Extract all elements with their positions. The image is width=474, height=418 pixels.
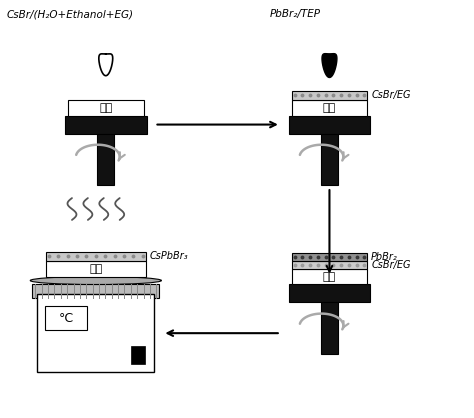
- Text: CsBr/EG: CsBr/EG: [371, 90, 410, 100]
- Bar: [97, 133, 114, 185]
- Text: 基底: 基底: [323, 103, 336, 113]
- Bar: [46, 261, 146, 277]
- Bar: [68, 100, 144, 116]
- Text: 基底: 基底: [323, 272, 336, 282]
- Bar: [292, 253, 367, 261]
- Text: 基底: 基底: [89, 264, 102, 274]
- Text: CsBr/EG: CsBr/EG: [371, 260, 410, 270]
- Ellipse shape: [30, 277, 162, 285]
- Text: PbBr₂: PbBr₂: [371, 252, 398, 262]
- Bar: [292, 269, 367, 285]
- Text: 基底: 基底: [99, 103, 112, 113]
- Bar: [65, 116, 146, 133]
- Bar: [46, 252, 146, 261]
- Polygon shape: [322, 54, 337, 77]
- Text: °C: °C: [58, 312, 73, 325]
- Bar: [37, 294, 155, 372]
- Bar: [321, 302, 338, 354]
- Text: PbBr₂/TEP: PbBr₂/TEP: [270, 9, 321, 19]
- Bar: [292, 91, 367, 100]
- Polygon shape: [99, 54, 113, 76]
- Bar: [45, 306, 87, 330]
- Bar: [292, 100, 367, 116]
- Bar: [32, 285, 159, 298]
- Bar: [321, 133, 338, 185]
- Text: CsPbBr₃: CsPbBr₃: [149, 251, 188, 261]
- Bar: [292, 261, 367, 269]
- Bar: [289, 285, 370, 302]
- Bar: [289, 116, 370, 133]
- Bar: [131, 346, 145, 364]
- Text: CsBr/(H₂O+Ethanol+EG): CsBr/(H₂O+Ethanol+EG): [6, 9, 133, 19]
